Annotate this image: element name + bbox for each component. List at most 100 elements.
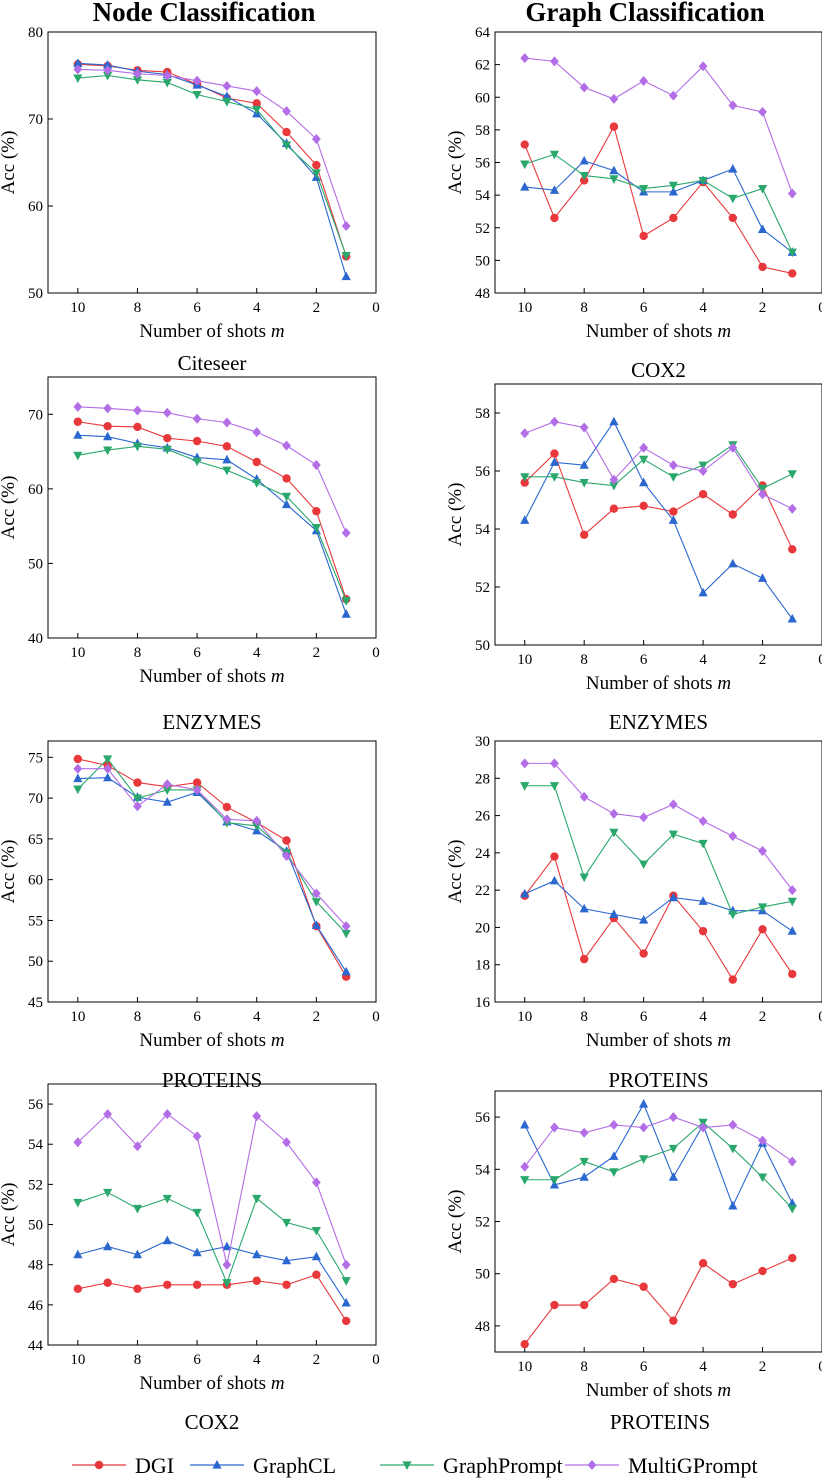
- dgi-point-9: [788, 545, 797, 554]
- graphprompt-point-6: [698, 176, 708, 186]
- multigprompt-point-5: [222, 417, 232, 428]
- multigprompt-line: [77, 768, 347, 927]
- dgi-point-1: [550, 449, 559, 458]
- y-axis-label: Acc (%): [0, 131, 19, 195]
- multigprompt-point-3: [609, 93, 619, 104]
- dgi-point-9: [788, 269, 797, 278]
- multigprompt-line: [77, 68, 347, 227]
- x-tick-label: 2: [759, 1359, 767, 1375]
- graphprompt-point-2: [579, 1157, 589, 1167]
- dgi-line: [77, 758, 347, 977]
- multigprompt-point-9: [787, 1156, 797, 1167]
- y-tick-label: 54: [28, 1137, 44, 1153]
- series-graphprompt: [520, 782, 797, 920]
- plot-frame: [494, 1090, 822, 1353]
- graphcl-point-0: [520, 515, 530, 524]
- graphprompt-line: [77, 445, 347, 601]
- y-tick-label: 50: [28, 1218, 43, 1234]
- multigprompt-point-0: [73, 763, 83, 774]
- y-tick-label: 60: [28, 199, 43, 215]
- graphcl-point-0: [73, 1249, 83, 1259]
- dgi-point-1: [103, 422, 112, 431]
- y-axis-label: Acc (%): [445, 131, 466, 195]
- series-dgi: [73, 754, 351, 981]
- multigprompt-point-6: [698, 466, 708, 476]
- graphcl-point-3: [609, 165, 619, 175]
- x-tick-label: 6: [193, 645, 201, 661]
- x-tick-label: 4: [699, 300, 707, 316]
- multigprompt-point-8: [311, 134, 321, 145]
- x-tick-label: 10: [70, 1009, 85, 1025]
- graph-classification-header: Graph Classification: [525, 0, 764, 27]
- dgi-point-7: [282, 474, 291, 483]
- dgi-point-legend: [94, 1460, 104, 1470]
- multigprompt-point-8: [758, 106, 767, 117]
- multigprompt-point-9: [341, 527, 351, 538]
- multigprompt-point-9: [341, 921, 351, 932]
- multigprompt-point-5: [222, 814, 232, 825]
- multigprompt-point-3: [162, 407, 172, 418]
- graphprompt-point-8: [311, 898, 321, 907]
- chart-panel-4: 10 8 6 4 2 0 50 52 54 56 58 Number of shots m Acc (%…: [445, 383, 822, 694]
- x-tick-label: 2: [313, 1352, 321, 1368]
- multigprompt-point-3: [609, 808, 619, 819]
- x-axis-label: Number of shots m: [139, 1030, 284, 1051]
- graphcl-point-9: [341, 966, 351, 976]
- graphprompt-point-2: [132, 442, 143, 452]
- dgi-line: [524, 125, 793, 274]
- x-axis-label: Number of shots m: [586, 673, 731, 694]
- graphprompt-point-9: [341, 251, 351, 261]
- multigprompt-point-2: [579, 422, 589, 433]
- dgi-point-0: [73, 754, 83, 764]
- graphcl-point-2: [579, 460, 589, 469]
- graphprompt-line: [77, 1191, 347, 1285]
- dgi-point-5: [669, 1316, 678, 1325]
- multigprompt-point-2: [579, 1127, 589, 1138]
- dgi-point-4: [639, 231, 648, 241]
- chart-title: ENZYMES: [162, 710, 261, 734]
- graphcl-point-5: [668, 892, 678, 902]
- y-tick-label: 62: [475, 58, 490, 74]
- graphcl-point-4: [639, 914, 649, 924]
- graphprompt-point-3: [609, 828, 619, 838]
- dgi-point-7: [282, 1280, 291, 1289]
- y-axis-label: Acc (%): [0, 840, 19, 904]
- multigprompt-point-4: [192, 413, 202, 424]
- legend-item-dgi: DGI: [72, 1453, 174, 1478]
- multigprompt-point-4: [192, 784, 202, 795]
- multigprompt-point-9: [787, 503, 797, 514]
- multigprompt-point-5: [222, 1259, 232, 1270]
- multigprompt-point-3: [162, 1109, 172, 1120]
- multigprompt-point-8: [311, 888, 321, 899]
- graphprompt-point-2: [579, 873, 589, 883]
- x-tick-label: 6: [640, 300, 648, 316]
- graphcl-point-1: [103, 431, 113, 441]
- x-tick-label: 0: [818, 1359, 822, 1375]
- graphcl-point-8: [757, 573, 768, 582]
- graphcl-line: [524, 1102, 793, 1208]
- multigprompt-point-8: [311, 459, 321, 470]
- graphprompt-point-8: [757, 903, 768, 912]
- y-tick-label: 60: [475, 90, 490, 106]
- graphcl-line: [77, 62, 347, 277]
- plot-frame: [494, 383, 822, 646]
- dgi-point-6: [698, 1259, 708, 1268]
- y-tick-label: 56: [475, 1110, 491, 1126]
- plot-frame: [47, 31, 377, 294]
- multigprompt-point-2: [133, 405, 142, 416]
- graphprompt-point-3: [162, 445, 172, 455]
- x-tick-label: 8: [580, 1009, 588, 1025]
- x-tick-label: 6: [193, 1352, 201, 1368]
- x-tick-label: 10: [517, 1359, 532, 1375]
- multigprompt-point-4: [639, 1122, 649, 1133]
- graphprompt-point-2: [132, 76, 143, 85]
- dgi-point-2: [579, 530, 589, 539]
- multigprompt-point-3: [609, 1119, 619, 1130]
- chart-panel-5: 10 8 6 4 2 0 45 50 55 60 65 70 75 Number of shots m Ac…: [0, 740, 380, 1051]
- y-tick-label: 70: [28, 791, 43, 807]
- x-tick-label: 4: [699, 652, 707, 668]
- multigprompt-line: [524, 762, 793, 891]
- graphcl-point-7: [728, 558, 738, 568]
- multigprompt-point-0: [520, 53, 530, 64]
- graphprompt-point-8: [757, 484, 768, 494]
